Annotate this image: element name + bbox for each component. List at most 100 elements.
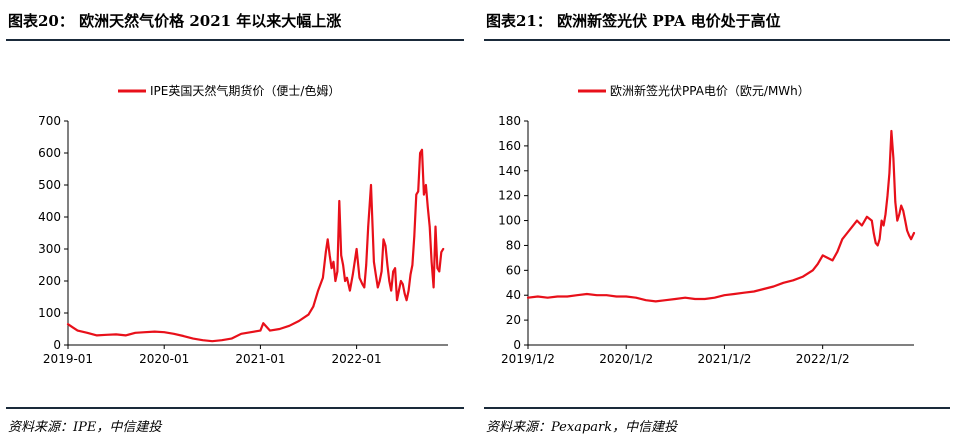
series-line xyxy=(66,148,445,343)
data-point xyxy=(278,328,281,330)
data-point xyxy=(723,294,726,297)
data-point xyxy=(192,337,194,340)
data-point xyxy=(67,323,69,326)
data-point xyxy=(438,270,441,273)
data-point xyxy=(394,267,396,270)
data-point xyxy=(396,299,398,302)
data-point xyxy=(434,225,437,228)
data-point xyxy=(312,305,315,308)
data-point xyxy=(904,219,906,222)
data-point xyxy=(882,224,885,227)
data-point xyxy=(259,329,262,332)
data-point xyxy=(713,296,716,299)
data-point xyxy=(421,149,423,151)
data-point xyxy=(392,270,395,273)
x-tick-label: 2020/1/2 xyxy=(599,352,653,366)
data-point xyxy=(182,335,185,337)
data-point xyxy=(896,219,899,222)
data-point xyxy=(821,254,824,257)
data-point xyxy=(342,264,344,266)
data-point xyxy=(846,232,848,234)
data-point xyxy=(913,232,915,234)
data-point xyxy=(298,320,300,322)
data-point xyxy=(378,280,381,282)
y-tick-label: 600 xyxy=(38,146,61,160)
data-point xyxy=(346,277,348,279)
data-point xyxy=(361,283,364,286)
data-point xyxy=(694,298,696,300)
x-tick-label: 2022-01 xyxy=(332,352,382,366)
data-point xyxy=(831,259,834,262)
chart-title: 图表20： 欧洲天然气价格 2021 年以来大幅上涨 xyxy=(8,12,342,30)
data-point xyxy=(888,172,891,175)
data-point xyxy=(411,264,414,266)
data-point xyxy=(336,270,339,273)
data-point xyxy=(230,337,233,340)
data-point xyxy=(432,286,435,289)
data-point xyxy=(586,293,588,295)
data-point xyxy=(240,333,242,335)
y-tick-label: 100 xyxy=(498,214,521,228)
panel-ipe-gas: 图表20： 欧洲天然气价格 2021 年以来大幅上涨 IPE英国天然气期货价（便… xyxy=(0,0,470,436)
data-point xyxy=(144,331,146,334)
data-point xyxy=(684,296,686,299)
data-point xyxy=(262,322,265,325)
chart-title: 图表21： 欧洲新签光伏 PPA 电价处于高位 xyxy=(486,12,781,30)
data-point xyxy=(556,295,559,298)
data-point xyxy=(86,332,88,334)
data-point xyxy=(407,289,410,292)
title-divider xyxy=(6,39,464,41)
data-point xyxy=(332,261,335,263)
data-point xyxy=(826,257,829,259)
data-point xyxy=(605,294,608,297)
y-tick-label: 300 xyxy=(38,242,61,256)
data-point xyxy=(890,130,893,132)
data-point xyxy=(380,270,383,273)
legend-label: 欧洲新签光伏PPA电价（欧元/MWh） xyxy=(610,83,810,98)
data-point xyxy=(878,238,881,240)
ppa-price-chart: 欧洲新签光伏PPA电价（欧元/MWh） 0 20 40 60 80 100 120 140 160… xyxy=(498,83,916,366)
data-point xyxy=(537,295,539,298)
data-point xyxy=(576,294,578,297)
y-tick-label: 120 xyxy=(498,189,521,203)
y-tick-label: 60 xyxy=(506,263,521,277)
data-point xyxy=(851,226,853,228)
x-tick-label: 2021-01 xyxy=(235,352,285,366)
data-point xyxy=(654,300,657,303)
source-note: 资料来源：Pexapark，中信建投 xyxy=(486,420,678,435)
y-tick-label: 160 xyxy=(498,139,521,153)
data-point xyxy=(370,184,372,186)
data-point xyxy=(328,254,331,257)
data-point xyxy=(358,277,361,279)
data-point xyxy=(417,190,420,193)
data-point xyxy=(124,334,127,337)
data-point xyxy=(816,263,819,265)
data-point xyxy=(812,269,814,272)
data-point xyxy=(841,238,844,240)
data-point xyxy=(340,254,343,257)
data-point xyxy=(334,280,337,282)
data-point xyxy=(134,332,137,334)
data-point xyxy=(743,291,745,294)
data-point xyxy=(115,333,117,336)
data-point xyxy=(326,238,329,241)
data-point xyxy=(307,313,310,316)
data-point xyxy=(330,267,333,270)
data-point xyxy=(902,209,904,212)
data-point xyxy=(782,282,785,284)
data-point xyxy=(322,277,324,279)
source-divider xyxy=(6,407,464,409)
data-point xyxy=(762,288,765,290)
data-point xyxy=(375,273,377,276)
data-point xyxy=(288,325,291,327)
data-point xyxy=(201,339,204,342)
x-tick-label: 2022/1/2 xyxy=(796,352,850,366)
data-point xyxy=(403,293,406,295)
data-point xyxy=(365,264,368,266)
source-divider xyxy=(484,407,950,409)
y-tick-label: 180 xyxy=(498,114,521,128)
data-point xyxy=(880,219,883,222)
y-tick-label: 80 xyxy=(506,238,521,252)
data-point xyxy=(898,213,901,216)
data-point xyxy=(596,294,598,297)
